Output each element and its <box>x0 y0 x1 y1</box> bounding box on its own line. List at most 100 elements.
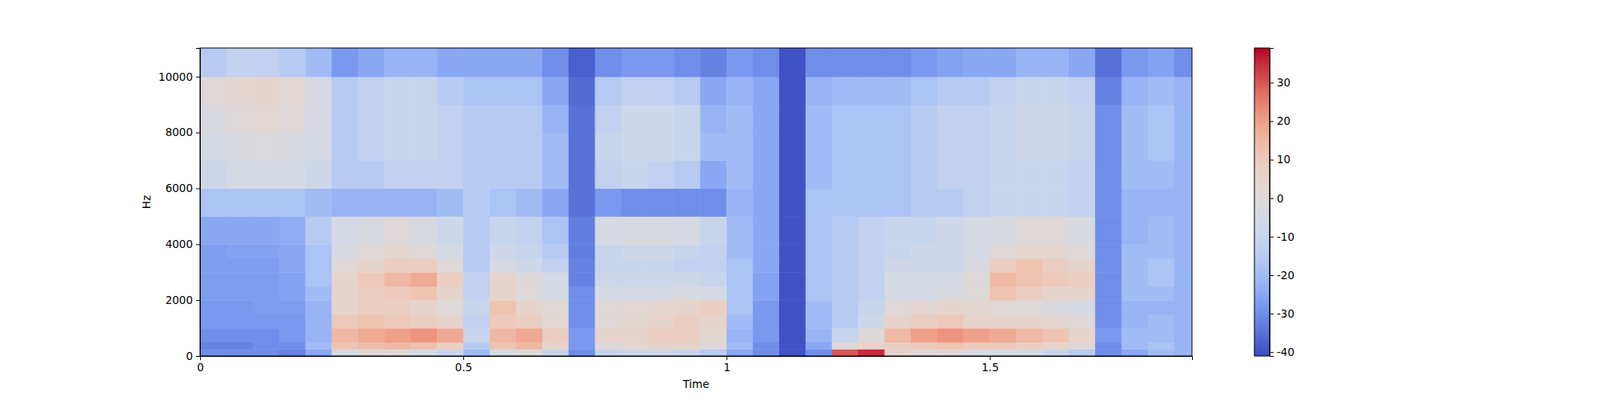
heatmap-cell <box>779 160 806 189</box>
heatmap-cell <box>1095 216 1122 244</box>
heatmap-cell <box>936 48 964 77</box>
heatmap-cell <box>1148 216 1175 244</box>
heatmap-cell <box>805 188 832 216</box>
heatmap-cell <box>332 258 359 273</box>
heatmap-cell <box>516 348 543 356</box>
tick: 20 <box>1269 114 1291 128</box>
heatmap-cell <box>436 272 464 287</box>
heatmap-cell <box>357 328 384 343</box>
heatmap-cell <box>1042 76 1069 105</box>
heatmap-cell <box>1016 48 1043 77</box>
heatmap-cell <box>305 348 332 356</box>
heatmap-cell <box>911 258 938 273</box>
heatmap-cell <box>200 342 227 350</box>
heatmap-cell <box>832 348 859 356</box>
tick: 4000 <box>165 237 200 251</box>
heatmap-cell <box>673 272 700 287</box>
heatmap-cell <box>779 48 806 77</box>
heatmap-cell <box>252 132 280 161</box>
heatmap-cell <box>200 328 227 343</box>
heatmap-cell <box>621 76 648 105</box>
heatmap-cell <box>1042 286 1069 301</box>
heatmap-cell <box>752 216 780 244</box>
heatmap-cell <box>963 328 990 343</box>
heatmap-cell <box>489 132 516 161</box>
heatmap-cell <box>595 188 622 216</box>
heatmap-cell <box>279 244 306 259</box>
heatmap-cell <box>1121 342 1148 350</box>
heatmap-cell <box>332 342 359 350</box>
heatmap-cell <box>673 348 700 356</box>
heatmap-cell <box>726 216 753 244</box>
heatmap-cell <box>989 328 1016 343</box>
heatmap-cell <box>884 244 912 259</box>
heatmap-cell <box>752 188 780 216</box>
heatmap-cell <box>647 348 674 356</box>
heatmap-cell <box>911 348 938 356</box>
heatmap-cell <box>463 188 490 216</box>
heatmap-cell <box>858 342 885 350</box>
heatmap-cell <box>1016 258 1043 273</box>
heatmap-cell <box>858 300 885 315</box>
heatmap-cell <box>568 244 596 259</box>
heatmap-cell <box>752 244 780 259</box>
heatmap-cell <box>700 300 727 315</box>
heatmap-cell <box>226 188 253 216</box>
heatmap-cell <box>673 216 700 244</box>
heatmap-cell <box>252 104 280 133</box>
heatmap-cell <box>357 132 384 161</box>
heatmap-cell <box>752 328 780 343</box>
heatmap-cell <box>1174 188 1192 216</box>
heatmap-cell <box>1016 76 1043 105</box>
heatmap-cell <box>1068 160 1096 189</box>
heatmap-cell <box>779 272 806 287</box>
heatmap-cell <box>884 348 912 356</box>
heatmap-cell <box>279 300 306 315</box>
heatmap-cell <box>726 348 753 356</box>
heatmap-cell <box>305 342 332 350</box>
heatmap-cell <box>1068 258 1096 273</box>
tick-mark <box>463 356 464 360</box>
heatmap-cell <box>805 104 832 133</box>
heatmap-cell <box>1121 244 1148 259</box>
heatmap-cell <box>989 348 1016 356</box>
heatmap-cell <box>779 342 806 350</box>
heatmap-cell <box>1042 160 1069 189</box>
heatmap-cell <box>911 160 938 189</box>
heatmap-cell <box>989 104 1016 133</box>
heatmap-cell <box>200 286 227 301</box>
heatmap-cell <box>384 48 411 77</box>
heatmap-cell <box>858 244 885 259</box>
heatmap-cell <box>1042 104 1069 133</box>
heatmap-cell <box>200 216 227 244</box>
heatmap-cell <box>200 76 227 105</box>
heatmap-cell <box>1042 244 1069 259</box>
heatmap-cell <box>647 132 674 161</box>
heatmap-cell <box>279 76 306 105</box>
heatmap-cell <box>936 314 964 329</box>
heatmap-cell <box>1148 160 1175 189</box>
tick: -20 <box>1269 268 1295 282</box>
heatmap-cell <box>463 272 490 287</box>
heatmap-cell <box>700 272 727 287</box>
heatmap-cell <box>595 314 622 329</box>
heatmap-cell <box>410 328 437 343</box>
heatmap-cell <box>357 272 384 287</box>
heatmap-cell <box>542 48 569 77</box>
heatmap-cell <box>779 104 806 133</box>
heatmap-cell <box>1148 258 1175 273</box>
heatmap-cell <box>752 160 780 189</box>
heatmap-cell <box>832 258 859 273</box>
x-axis-title: Time <box>681 377 709 391</box>
heatmap-cell <box>673 328 700 343</box>
heatmap-cell <box>911 286 938 301</box>
tick-mark <box>1269 352 1274 353</box>
heatmap-cell <box>305 300 332 315</box>
heatmap-cell <box>752 104 780 133</box>
heatmap-cell <box>621 188 648 216</box>
heatmap-cell <box>911 76 938 105</box>
heatmap-cell <box>489 286 516 301</box>
heatmap-cell <box>279 272 306 287</box>
heatmap-cell <box>410 258 437 273</box>
heatmap-cell <box>963 104 990 133</box>
